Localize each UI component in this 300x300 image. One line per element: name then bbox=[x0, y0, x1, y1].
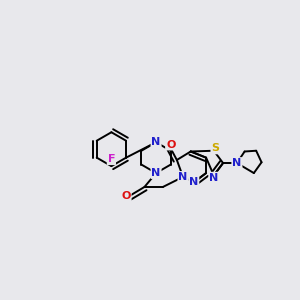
Text: N: N bbox=[152, 168, 161, 178]
Text: O: O bbox=[121, 191, 131, 201]
Text: N: N bbox=[209, 173, 218, 183]
Text: F: F bbox=[108, 154, 115, 164]
Text: S: S bbox=[211, 143, 219, 153]
Text: N: N bbox=[232, 158, 242, 168]
Text: N: N bbox=[152, 137, 161, 147]
Text: O: O bbox=[166, 140, 175, 150]
Text: N: N bbox=[189, 177, 198, 187]
Text: N: N bbox=[178, 172, 188, 182]
